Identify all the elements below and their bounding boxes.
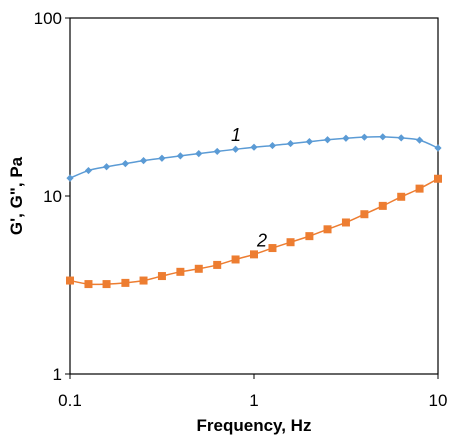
data-point-square xyxy=(139,276,148,285)
data-point-diamond xyxy=(213,147,221,156)
series-2: 2 xyxy=(66,174,442,289)
data-point-square xyxy=(360,210,369,219)
data-point-diamond xyxy=(397,134,405,142)
series-1: 1 xyxy=(66,125,442,182)
data-point-square xyxy=(378,201,387,210)
data-point-square xyxy=(194,264,203,273)
data-point-diamond xyxy=(102,163,111,171)
data-point-diamond xyxy=(379,133,387,141)
data-point-diamond xyxy=(360,133,368,141)
data-point-diamond xyxy=(158,154,166,162)
y-axis: 1 10 100 xyxy=(34,9,70,384)
series-tag-label: 1 xyxy=(231,125,241,145)
x-axis-title: Frequency, Hz xyxy=(197,416,312,435)
data-point-diamond xyxy=(176,152,184,160)
data-point-diamond xyxy=(268,141,277,150)
data-point-diamond xyxy=(342,134,350,142)
data-point-square xyxy=(415,184,424,193)
data-point-diamond xyxy=(250,143,258,151)
data-point-square xyxy=(213,260,222,269)
data-point-square xyxy=(176,267,185,276)
data-point-diamond xyxy=(323,136,332,144)
x-tick-label: 0.1 xyxy=(58,391,82,410)
data-point-diamond xyxy=(84,166,93,175)
y-tick-label: 100 xyxy=(34,9,62,28)
x-axis: 0.1 1 10 xyxy=(58,374,447,410)
data-point-square xyxy=(434,174,442,183)
data-point-square xyxy=(121,278,130,287)
x-tick-label: 1 xyxy=(249,391,258,410)
y-axis-title: G', G", Pa xyxy=(7,156,26,235)
plot-area xyxy=(69,17,439,375)
y-tick-label: 1 xyxy=(53,365,62,384)
data-point-diamond xyxy=(305,138,313,146)
data-point-square xyxy=(157,272,166,281)
data-point-square xyxy=(323,225,332,234)
series-layer: 12 xyxy=(66,125,442,289)
data-point-diamond xyxy=(286,139,295,148)
data-point-diamond xyxy=(121,160,129,168)
data-point-diamond xyxy=(231,145,240,153)
data-point-square xyxy=(397,192,406,201)
data-point-diamond xyxy=(139,157,148,165)
series-tag-label: 2 xyxy=(256,230,267,250)
data-point-diamond xyxy=(66,174,74,182)
data-point-diamond xyxy=(434,144,442,152)
data-point-diamond xyxy=(415,136,424,144)
data-point-square xyxy=(250,250,258,259)
data-point-square xyxy=(341,218,350,227)
data-point-square xyxy=(102,280,111,289)
data-point-square xyxy=(231,255,240,264)
y-tick-label: 10 xyxy=(43,187,62,206)
data-point-square xyxy=(305,232,314,241)
data-point-square xyxy=(84,280,93,289)
data-point-square xyxy=(66,276,74,285)
data-point-square xyxy=(286,238,295,247)
data-point-diamond xyxy=(195,150,203,158)
data-point-square xyxy=(268,244,277,253)
x-tick-label: 10 xyxy=(429,391,448,410)
